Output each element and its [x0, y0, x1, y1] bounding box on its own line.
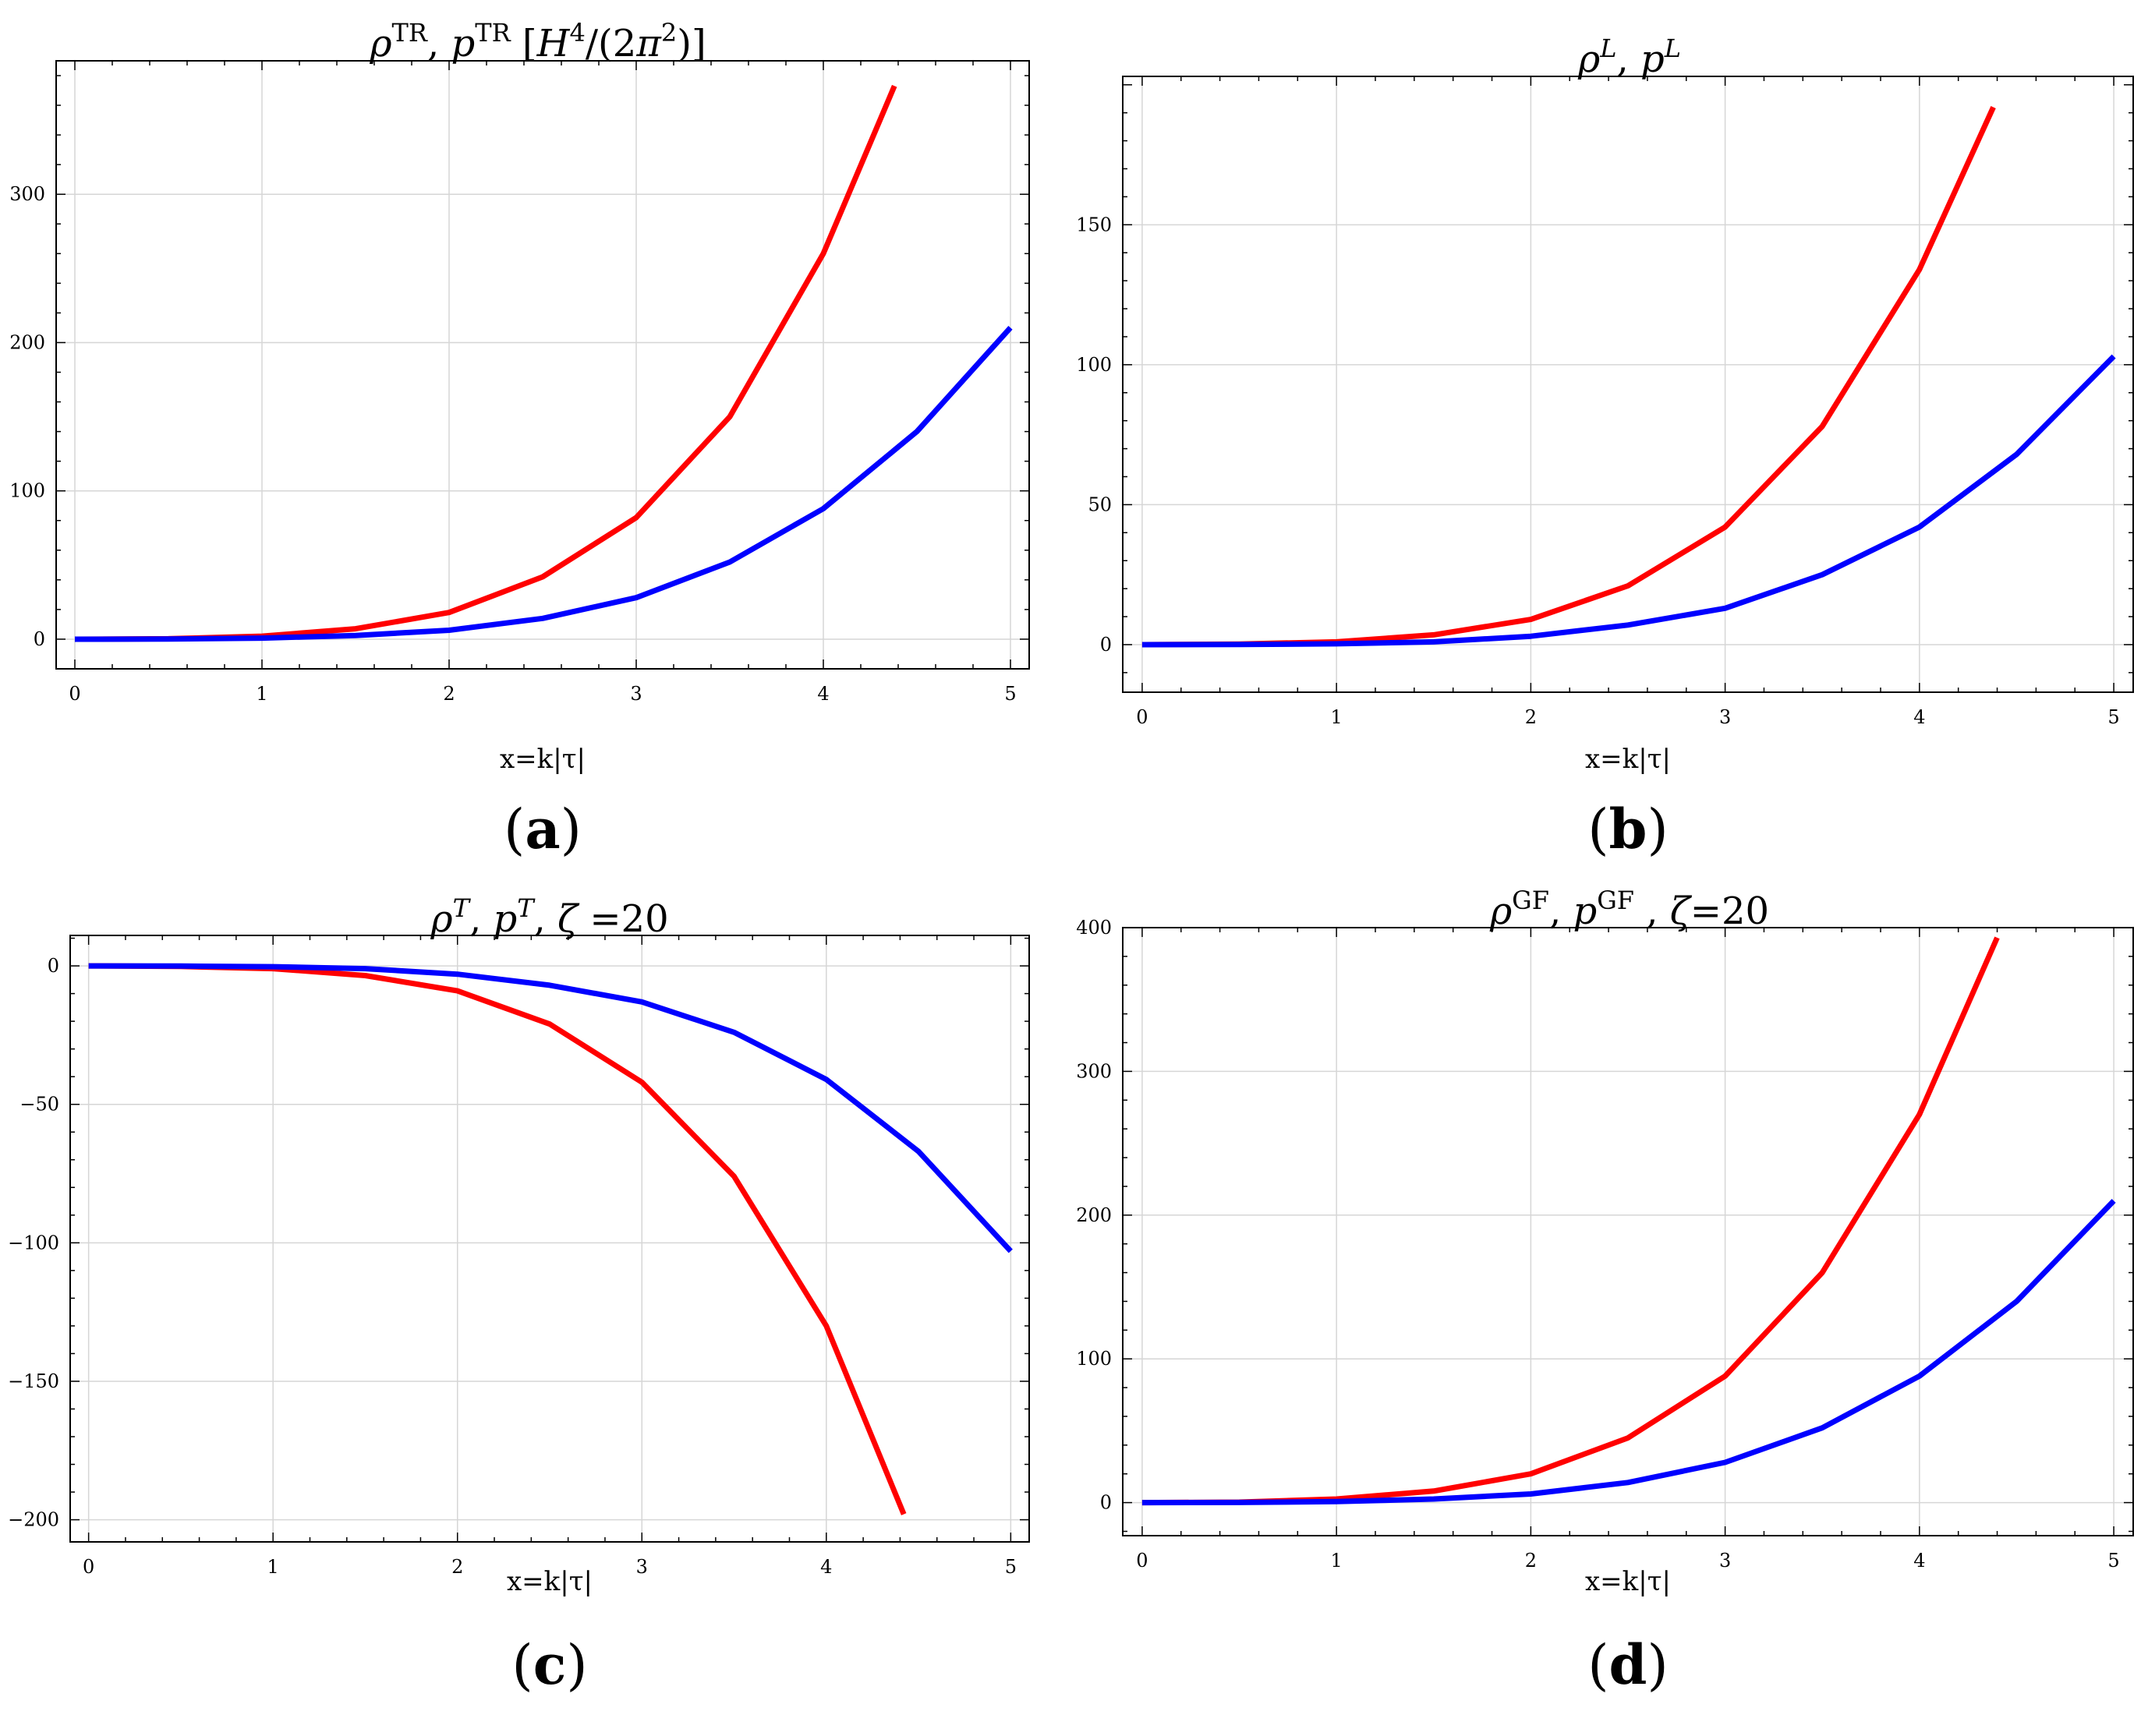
x-tick-label: 4 — [1913, 706, 1925, 728]
y-tick-label: 300 — [1076, 1060, 1112, 1082]
x-axis-label: x=k|τ| — [500, 744, 586, 775]
x-axis-label: x=k|τ| — [1585, 1566, 1671, 1597]
series-line-rho — [88, 963, 907, 1515]
plot-frame — [1122, 927, 2134, 1536]
y-tick-label: −200 — [8, 1509, 59, 1531]
panel-label: (a) — [504, 797, 582, 861]
y-tick-label: −50 — [19, 1094, 59, 1115]
x-tick-label: 5 — [1004, 683, 1016, 705]
y-tick-label: 300 — [9, 183, 45, 205]
x-tick-label: 1 — [256, 683, 267, 705]
chart-title: ρTR, pTR [H4/(2π2)] — [369, 18, 706, 65]
y-tick-label: 200 — [1076, 1204, 1112, 1226]
x-tick-label: 4 — [1913, 1550, 1925, 1572]
x-tick-label: 2 — [1525, 1550, 1537, 1572]
series-line-p — [1141, 354, 2116, 648]
panel-label: (b) — [1587, 797, 1669, 861]
x-tick-label: 3 — [636, 1556, 648, 1578]
series-line-p — [88, 963, 1013, 1253]
x-axis-label: x=k|τ| — [1585, 744, 1671, 775]
panel-label: (c) — [511, 1632, 587, 1697]
y-tick-label: −150 — [8, 1370, 59, 1392]
y-tick-label: 400 — [1076, 917, 1112, 939]
x-tick-label: 1 — [1331, 1550, 1343, 1572]
panel-d: 0 1 2 3 4 5 0 100 200 300 400 ρGF, pGF , ζ=20 x=k|τ|… — [1076, 886, 2134, 1697]
y-tick-label: 0 — [48, 955, 59, 977]
y-tick-label: 100 — [1076, 354, 1112, 376]
x-tick-label: 0 — [1136, 706, 1148, 728]
y-tick-label: 0 — [1100, 634, 1112, 656]
x-axis-label: x=k|τ| — [507, 1566, 593, 1597]
x-tick-label: 5 — [2107, 706, 2119, 728]
series-line-rho — [1141, 936, 2000, 1506]
series-line-rho — [1141, 106, 1996, 648]
x-tick-label: 5 — [1005, 1556, 1017, 1578]
y-tick-label: 100 — [1076, 1348, 1112, 1370]
x-tick-label: 3 — [1719, 706, 1731, 728]
chart-title: ρL, pL — [1577, 34, 1681, 81]
x-tick-label: 4 — [817, 683, 829, 705]
x-tick-label: 3 — [630, 683, 642, 705]
x-tick-label: 1 — [267, 1556, 279, 1578]
x-tick-label: 0 — [1136, 1550, 1148, 1572]
x-tick-label: 3 — [1719, 1550, 1731, 1572]
plot-frame — [69, 935, 1030, 1543]
panel-c: 0 1 2 3 4 5 0 −50 −100 −150 −200 ρT, pT, ζ =20 x=k|τ… — [8, 893, 1030, 1697]
series-line-rho — [74, 84, 897, 642]
x-tick-label: 5 — [2107, 1550, 2119, 1572]
x-tick-label: 2 — [443, 683, 455, 705]
panel-a: 0 1 2 3 4 5 0 100 200 300 ρTR, pTR [H4/(2π2)] x=k|τ… — [9, 18, 1030, 861]
x-tick-label: 4 — [820, 1556, 832, 1578]
x-tick-label: 0 — [83, 1556, 94, 1578]
y-tick-label: 100 — [9, 480, 45, 502]
chart-title: ρT, pT, ζ =20 — [430, 893, 668, 941]
x-tick-label: 0 — [69, 683, 80, 705]
plot-frame — [55, 60, 1030, 670]
y-tick-label: 0 — [34, 628, 45, 650]
y-tick-label: 50 — [1088, 493, 1112, 515]
series-line-p — [74, 326, 1013, 642]
x-tick-label: 2 — [1525, 706, 1537, 728]
y-tick-label: −100 — [8, 1232, 59, 1253]
x-tick-label: 1 — [1331, 706, 1343, 728]
plot-frame — [1122, 76, 2134, 693]
y-tick-label: 150 — [1076, 214, 1112, 235]
series-line-p — [1141, 1198, 2116, 1506]
y-tick-label: 0 — [1100, 1492, 1112, 1514]
y-tick-label: 200 — [9, 331, 45, 353]
chart-title: ρGF, pGF , ζ=20 — [1489, 886, 1769, 933]
x-tick-label: 2 — [451, 1556, 463, 1578]
panel-label: (d) — [1587, 1632, 1669, 1697]
